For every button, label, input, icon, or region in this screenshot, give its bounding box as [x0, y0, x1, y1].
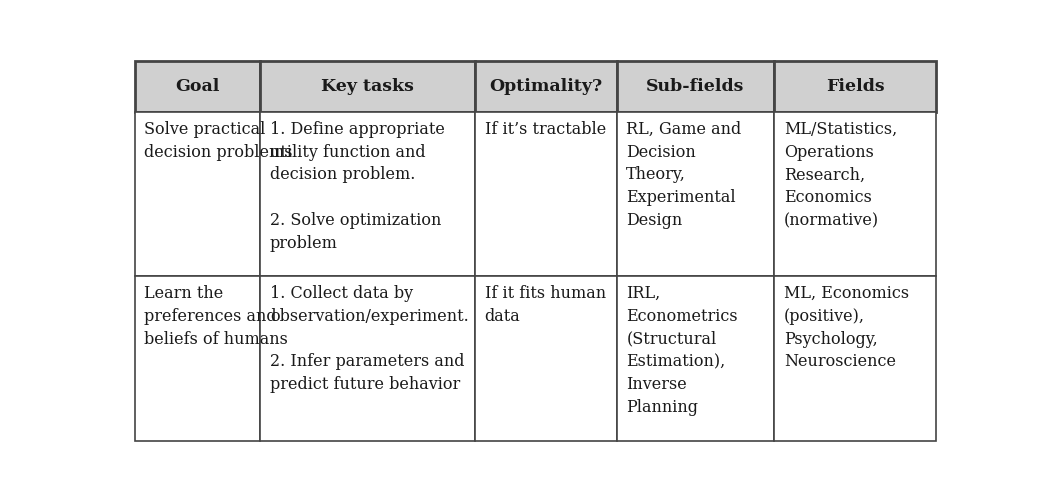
Bar — [774, 277, 936, 441]
Bar — [474, 277, 617, 441]
Text: Goal: Goal — [176, 78, 219, 95]
Text: Learn the
preferences and
beliefs of humans: Learn the preferences and beliefs of hum… — [144, 285, 288, 348]
Bar — [774, 61, 936, 112]
Text: 1. Collect data by
observation/experiment.

2. Infer parameters and
predict futu: 1. Collect data by observation/experimen… — [270, 285, 468, 393]
Text: Key tasks: Key tasks — [321, 78, 414, 95]
Text: Solve practical
decision problems: Solve practical decision problems — [144, 121, 293, 161]
Text: IRL,
Econometrics
(Structural
Estimation),
Inverse
Planning: IRL, Econometrics (Structural Estimation… — [626, 285, 738, 416]
Text: Sub-fields: Sub-fields — [646, 78, 745, 95]
Bar — [260, 277, 474, 441]
Bar — [617, 112, 774, 277]
Bar — [474, 61, 617, 112]
Bar — [135, 277, 260, 441]
Bar — [260, 61, 474, 112]
Text: RL, Game and
Decision
Theory,
Experimental
Design: RL, Game and Decision Theory, Experiment… — [626, 121, 742, 229]
Bar — [135, 112, 260, 277]
Text: Fields: Fields — [827, 78, 885, 95]
Text: Optimality?: Optimality? — [489, 78, 602, 95]
Bar — [617, 61, 774, 112]
Bar — [774, 112, 936, 277]
Text: If it fits human
data: If it fits human data — [485, 285, 606, 325]
Text: ML/Statistics,
Operations
Research,
Economics
(normative): ML/Statistics, Operations Research, Econ… — [784, 121, 898, 229]
Bar — [617, 277, 774, 441]
Bar — [260, 112, 474, 277]
Text: If it’s tractable: If it’s tractable — [485, 121, 606, 138]
Text: 1. Define appropriate
utility function and
decision problem.

2. Solve optimizat: 1. Define appropriate utility function a… — [270, 121, 445, 252]
Bar — [474, 112, 617, 277]
Text: ML, Economics
(positive),
Psychology,
Neuroscience: ML, Economics (positive), Psychology, Ne… — [784, 285, 909, 370]
Bar — [135, 61, 260, 112]
